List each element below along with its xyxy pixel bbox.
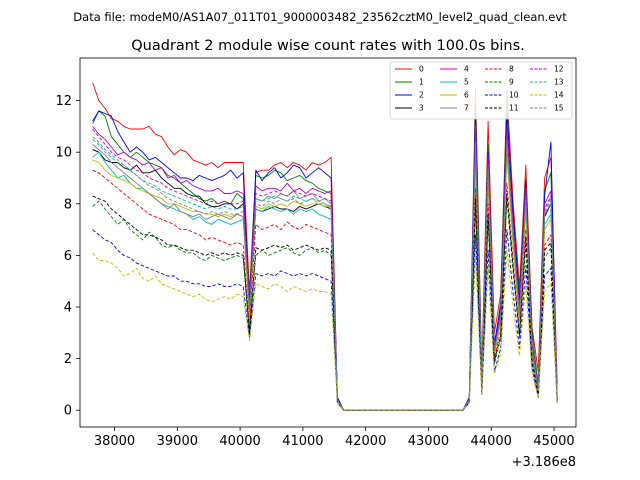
legend-label-2: 2 (419, 91, 424, 100)
x-tick-label: 42000 (345, 434, 386, 449)
chart-title: Quadrant 2 module wise count rates with … (131, 38, 525, 54)
y-tick-label: 0 (64, 404, 72, 419)
legend-label-14: 14 (554, 91, 564, 100)
legend-label-1: 1 (419, 78, 424, 87)
legend-label-4: 4 (464, 65, 469, 74)
series-line-11 (92, 193, 558, 411)
legend-label-3: 3 (419, 104, 424, 113)
x-tick-label: 38000 (94, 434, 135, 449)
y-tick-label: 4 (64, 301, 72, 316)
x-tick-label: 39000 (157, 434, 198, 449)
x-offset-label: +3.186e8 (512, 455, 576, 470)
legend-label-5: 5 (464, 78, 469, 87)
plot-area (80, 58, 576, 427)
x-tick-label: 45000 (533, 434, 574, 449)
legend-label-10: 10 (509, 91, 519, 100)
x-tick-label: 44000 (471, 434, 512, 449)
series-line-9 (92, 198, 558, 411)
legend-label-15: 15 (554, 104, 564, 113)
x-tick-label: 40000 (219, 434, 260, 449)
y-tick-label: 10 (55, 146, 72, 161)
legend-label-0: 0 (419, 65, 424, 74)
axis-layer: 38000 39000 40000 41000 42000 43000 44000 45000… (55, 94, 574, 449)
legend-label-7: 7 (464, 104, 469, 113)
legend-label-11: 11 (509, 104, 519, 113)
legend-label-9: 9 (509, 78, 514, 87)
figure-suptitle: Data file: modeM0/AS1A07_011T01_90000034… (73, 10, 567, 24)
series-line-15 (92, 136, 558, 411)
legend-label-6: 6 (464, 91, 469, 100)
y-tick-label: 6 (64, 249, 72, 264)
plot-frame (79, 57, 577, 428)
legend-box (389, 61, 573, 120)
series-layer (92, 82, 558, 411)
legend-label-13: 13 (554, 78, 564, 87)
y-tick-label: 8 (64, 197, 72, 212)
series-line-14 (92, 249, 558, 411)
legend-label-12: 12 (554, 65, 564, 74)
y-tick-label: 12 (55, 94, 72, 109)
x-tick-label: 43000 (408, 434, 449, 449)
legend-label-8: 8 (509, 65, 514, 74)
y-tick-label: 2 (64, 352, 72, 367)
x-tick-label: 41000 (282, 434, 323, 449)
